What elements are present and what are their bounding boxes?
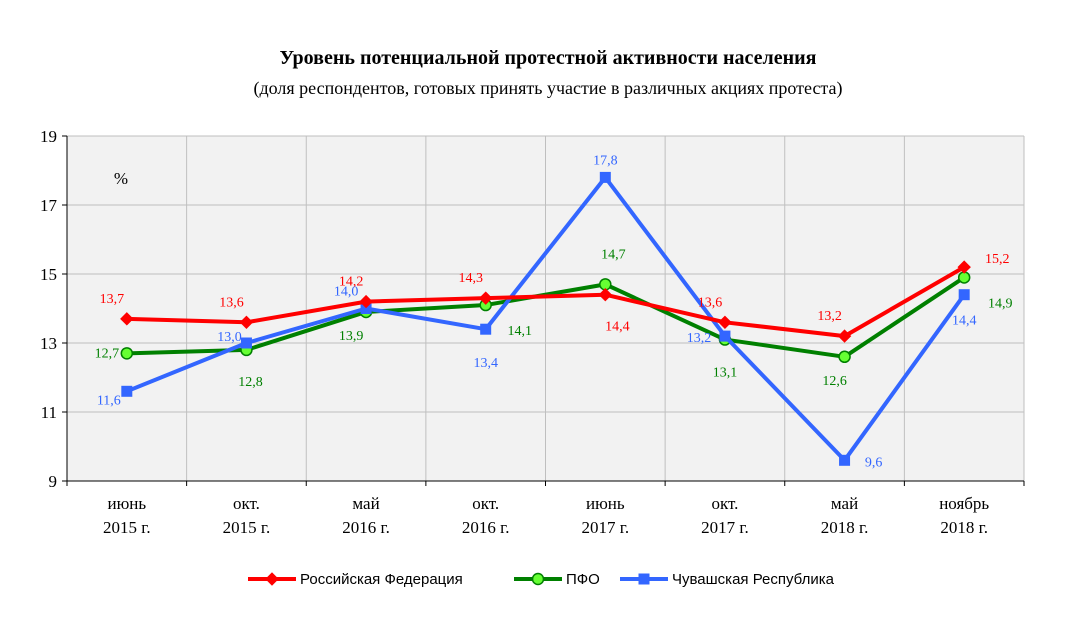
data-label: 14,9 xyxy=(988,296,1013,311)
data-point xyxy=(839,454,851,466)
data-label: 14,4 xyxy=(952,314,977,329)
unit-label: % xyxy=(114,169,128,188)
legend-marker xyxy=(638,573,650,585)
data-point xyxy=(359,294,373,309)
data-point xyxy=(838,350,851,364)
legend-label: Российская Федерация xyxy=(300,571,463,588)
legend-item-1: Российская Федерация xyxy=(248,571,463,588)
data-label: 14,0 xyxy=(334,285,359,300)
plot-area: 9 11 13 15 17 19 июнь 2015 г. окт. 2015 г. май 2016… xyxy=(40,127,1025,537)
data-label: 15,2 xyxy=(985,252,1010,267)
data-point xyxy=(719,330,731,342)
x-tick-label: окт. 2017 г. xyxy=(701,494,749,537)
data-label: 14,1 xyxy=(507,324,532,339)
data-point xyxy=(837,329,852,343)
x-tick-label: ноябрь 2018 г. xyxy=(939,494,989,537)
data-point xyxy=(478,291,493,305)
data-label: 13,6 xyxy=(698,295,723,310)
legend-label: ПФО xyxy=(566,571,600,588)
data-label: 13,1 xyxy=(713,366,738,381)
data-label: 12,6 xyxy=(822,374,847,389)
data-label: 14,7 xyxy=(601,247,626,262)
data-point xyxy=(598,287,613,302)
data-label: 13,0 xyxy=(217,330,242,345)
legend: Российская Федерация ПФО Чувашская Республ… xyxy=(248,571,835,588)
series-line xyxy=(126,265,966,339)
x-tick-label: июнь 2017 г. xyxy=(582,494,630,537)
data-point xyxy=(240,337,252,349)
y-tick-label: 9 xyxy=(49,472,58,491)
chart-subtitle: (доля респондентов, готовых принять учас… xyxy=(254,78,843,99)
y-tick-label: 19 xyxy=(40,127,57,146)
data-point xyxy=(958,289,970,301)
x-tick-label: июнь 2015 г. xyxy=(103,494,151,537)
data-label: 14,3 xyxy=(458,271,483,286)
data-label: 13,9 xyxy=(339,329,364,344)
legend-item-2: ПФО xyxy=(514,571,600,588)
y-tick-label: 11 xyxy=(41,403,57,422)
data-point xyxy=(957,260,971,274)
y-tick-label: 15 xyxy=(40,265,57,284)
series-1 xyxy=(120,260,971,343)
x-tick-label: окт. 2015 г. xyxy=(223,494,271,537)
y-tick-label: 17 xyxy=(40,196,58,215)
data-label: 14,4 xyxy=(605,320,630,335)
data-point xyxy=(121,385,133,397)
data-point xyxy=(120,347,134,360)
data-point xyxy=(120,312,134,326)
data-label: 12,8 xyxy=(238,375,263,390)
data-label: 13,2 xyxy=(687,331,712,346)
chart-title: Уровень потенциальной протестной активно… xyxy=(280,47,817,69)
data-point xyxy=(599,171,611,183)
x-tick-label: май 2016 г. xyxy=(342,494,390,537)
x-tick-label: окт. 2016 г. xyxy=(462,494,510,537)
data-label: 13,2 xyxy=(817,309,842,324)
legend-marker xyxy=(531,572,545,586)
data-point xyxy=(239,315,254,330)
data-label: 11,6 xyxy=(97,393,121,408)
data-label: 12,7 xyxy=(95,346,120,361)
data-label: 9,6 xyxy=(865,455,883,470)
series-line xyxy=(126,175,966,463)
series-3 xyxy=(121,171,970,466)
y-tick-label: 13 xyxy=(40,334,57,353)
x-tick-label: май 2018 г. xyxy=(821,494,869,537)
legend-label: Чувашская Республика xyxy=(672,571,835,588)
data-point xyxy=(480,323,492,335)
data-point xyxy=(718,315,732,330)
data-label: 17,8 xyxy=(593,153,618,168)
data-label: 13,6 xyxy=(219,295,244,310)
data-label: 13,4 xyxy=(473,356,498,371)
data-label: 14,2 xyxy=(339,275,364,290)
legend-item-3: Чувашская Республика xyxy=(620,571,835,588)
legend-marker xyxy=(265,572,279,586)
data-label: 13,7 xyxy=(100,292,125,307)
